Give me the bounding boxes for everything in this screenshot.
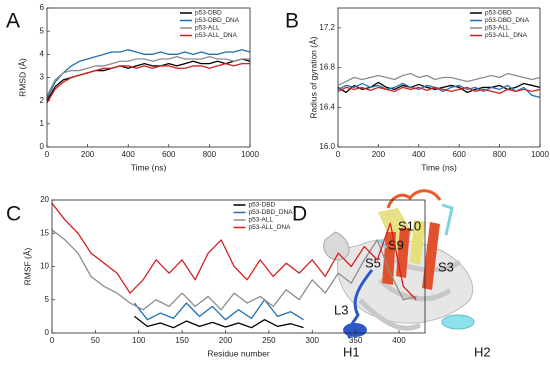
x-tick-label: 200 <box>372 150 386 159</box>
ribbon <box>323 231 350 261</box>
plot-frame <box>46 7 251 148</box>
x-tick-label: 200 <box>219 336 233 345</box>
legend-label: p53-DBD <box>195 10 222 17</box>
x-tick-label: 250 <box>262 336 276 345</box>
legend-label: p53-DBD <box>485 10 512 17</box>
x-tick-label: 100 <box>132 336 146 345</box>
legend-label: p53-ALL_DNA <box>485 32 528 39</box>
x-tick-label: 800 <box>203 150 217 159</box>
x-tick-label: 600 <box>162 150 176 159</box>
x-axis-title: Residue number <box>207 348 270 358</box>
y-tick-label: 16.0 <box>319 142 335 151</box>
x-axis-title: Time (ns) <box>421 162 457 172</box>
label-s9: S9 <box>388 237 404 252</box>
series-line <box>46 62 250 104</box>
label-h1: H1 <box>343 344 360 359</box>
legend-label: p53-DBD <box>249 202 276 209</box>
legend-label: p53-DBD_DNA <box>485 17 530 24</box>
y-tick-label: 5 <box>40 26 45 35</box>
panel-letter: B <box>285 10 299 33</box>
legend-label: p53-ALL <box>485 25 510 32</box>
series-line <box>46 56 250 97</box>
y-tick-label: 16.4 <box>319 102 335 111</box>
label-h2: H2 <box>474 344 491 359</box>
x-tick-label: 150 <box>175 336 189 345</box>
strand <box>410 220 426 265</box>
x-tick-label: 400 <box>392 336 406 345</box>
x-tick-label: 400 <box>412 150 426 159</box>
series-line <box>337 86 541 95</box>
x-tick-label: 0 <box>50 336 55 345</box>
label-s3: S3 <box>438 259 454 274</box>
x-tick-label: 1000 <box>531 150 549 159</box>
loop <box>386 189 442 209</box>
y-tick-label: 1 <box>40 119 45 128</box>
plot-frame <box>51 199 426 334</box>
y-tick-label: 0 <box>40 142 45 151</box>
y-tick-label: 15 <box>40 228 49 237</box>
loop <box>441 203 454 236</box>
x-tick-label: 600 <box>453 150 467 159</box>
x-tick-label: 400 <box>122 150 136 159</box>
series-line <box>133 299 304 321</box>
x-tick-label: 300 <box>306 336 320 345</box>
series-line <box>51 202 417 301</box>
strand-s3 <box>422 222 440 290</box>
series-line <box>337 82 541 98</box>
x-tick-label: 200 <box>81 150 95 159</box>
plot-frame <box>337 7 541 148</box>
helix-h1 <box>343 323 367 337</box>
y-axis-title: RMSD (Å) <box>17 58 27 97</box>
helix-h2 <box>441 314 475 330</box>
y-tick-label: 10 <box>40 262 49 271</box>
panel-letter: A <box>6 10 20 33</box>
x-axis-title: Time (ns) <box>131 162 167 172</box>
y-tick-label: 5 <box>45 295 50 304</box>
protein-structure: S10 S9 S5 S3 L3 H1 H2 D <box>292 189 491 359</box>
panel-letter: C <box>6 203 21 226</box>
label-l3: L3 <box>334 302 348 317</box>
panel-letter: D <box>292 203 307 226</box>
series-line <box>51 229 417 311</box>
y-tick-label: 6 <box>40 3 45 12</box>
series-line <box>337 72 541 87</box>
x-tick-label: 50 <box>91 336 100 345</box>
x-tick-label: 0 <box>336 150 341 159</box>
x-tick-label: 1000 <box>241 150 259 159</box>
legend-label: p53-DBD_DNA <box>195 17 240 24</box>
y-tick-label: 16.8 <box>319 63 335 72</box>
y-tick-label: 3 <box>40 73 45 82</box>
x-tick-label: 350 <box>349 336 363 345</box>
y-tick-label: 17.2 <box>319 23 335 32</box>
legend-label: p53-DBD_DNA <box>249 209 294 216</box>
y-tick-label: 20 <box>40 195 49 204</box>
y-tick-label: 0 <box>45 328 50 337</box>
legend-label: p53-ALL_DNA <box>249 224 292 231</box>
x-tick-label: 0 <box>45 150 50 159</box>
x-tick-label: 800 <box>493 150 507 159</box>
legend-label: p53-ALL <box>195 25 220 32</box>
y-axis-title: Radius of gyration (Å) <box>308 36 318 118</box>
label-s10: S10 <box>398 218 421 233</box>
y-tick-label: 4 <box>40 49 45 58</box>
series-line <box>46 49 251 99</box>
legend-label: p53-ALL_DNA <box>195 32 238 39</box>
y-axis-title: RMSF (Å) <box>22 247 32 285</box>
y-tick-label: 2 <box>40 96 45 105</box>
legend-label: p53-ALL <box>249 217 274 224</box>
core-ribbon <box>336 239 474 324</box>
series-line <box>134 315 304 329</box>
